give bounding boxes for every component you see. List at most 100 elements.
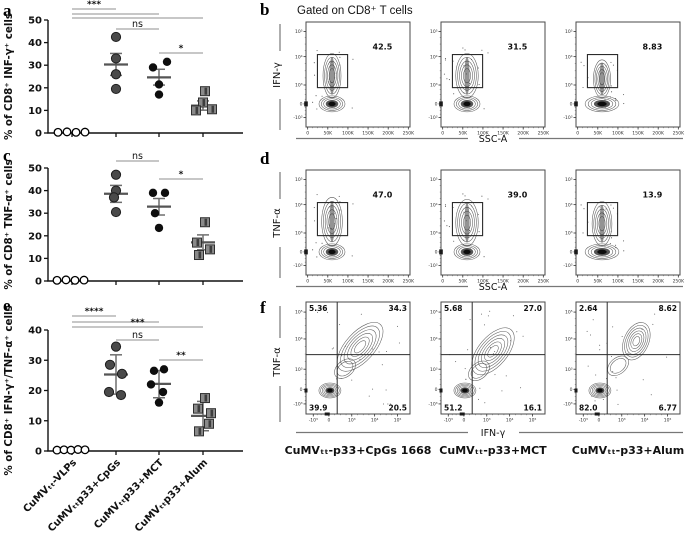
flow-x-tick-label: 10⁴: [506, 418, 514, 424]
y-tick-label: 30: [28, 61, 42, 72]
flow-x-tick-label: 100K: [342, 131, 355, 137]
y-tick-label: 0: [35, 447, 42, 458]
x-category-label: CuMVₜₜp33+Alum: [133, 457, 210, 534]
flow-y-tick-label: 10⁵: [295, 177, 303, 183]
flow-y-axis-label: IFN-γ: [272, 62, 283, 88]
flow-y-tick-label: 10³: [565, 83, 573, 89]
data-point: [79, 275, 89, 285]
flow-y-tick-label: 10³: [565, 231, 573, 237]
y-tick-label: 40: [28, 186, 42, 197]
flow-x-tick-label: 150K: [632, 279, 645, 285]
flow-y-tick-label: 10⁴: [565, 54, 573, 60]
flow-caption: CuMVₜₜ-p33+MCT: [439, 444, 547, 457]
flow-y-tick-label: 10³: [295, 83, 303, 89]
data-point: [154, 398, 164, 407]
flow-x-tick-label: 10³: [618, 418, 626, 424]
flow-x-tick-label: 100K: [477, 279, 490, 285]
flow-plot-frame: [575, 301, 681, 415]
gate-value: 8.83: [643, 42, 663, 51]
y-tick-label: 20: [28, 231, 42, 242]
flow-y-tick-label: 0: [435, 102, 438, 108]
data-point: [154, 90, 164, 99]
flow-y-tick-label: 10⁴: [430, 202, 438, 208]
contour-population: [318, 197, 346, 261]
y-tick-label: 10: [28, 106, 42, 117]
flow-y-tick-label: -10³: [293, 263, 302, 269]
quadrant-value-br: 16.1: [523, 404, 542, 413]
flow-y-tick-label: 0: [300, 102, 303, 108]
gate-value: 42.5: [373, 42, 393, 51]
flow-x-tick-label: 250K: [673, 279, 685, 285]
flow-x-tick-label: 150K: [362, 279, 375, 285]
x-category-label: CuMVₜₜp33+CpGs: [46, 457, 123, 534]
flow-x-tick-label: 150K: [632, 131, 645, 137]
significance-label: ****: [85, 307, 104, 317]
flow-y-tick-label: 0: [570, 387, 573, 393]
data-point: [149, 366, 159, 376]
flow-y-tick-label: 0: [570, 102, 573, 108]
quadrant-value-bl: 82.0: [579, 404, 598, 413]
data-point: [108, 192, 120, 203]
flow-y-tick-label: -10³: [563, 263, 572, 269]
significance-label: *: [179, 170, 184, 180]
flow-y-tick-label: 10⁵: [565, 177, 573, 183]
flow-y-tick-label: -10³: [293, 115, 302, 121]
y-axis-label: % of CD8⁺ IFN-γ⁺/TNF-α⁺ cells: [3, 305, 15, 475]
gate-rect: [586, 201, 619, 237]
significance-label: ns: [132, 151, 143, 162]
gate-value: 39.0: [508, 190, 528, 199]
flow-x-tick-label: 50K: [458, 131, 468, 137]
panel-letter-b: b: [260, 0, 270, 19]
flow-y-tick-label: 10⁵: [430, 177, 438, 183]
contour-population: [588, 322, 651, 399]
flow-x-tick-label: 10⁴: [641, 418, 649, 424]
y-tick-label: 40: [28, 326, 42, 337]
data-point: [148, 188, 158, 198]
flow-y-tick-label: -10³: [563, 115, 572, 121]
data-point: [154, 80, 164, 89]
quadrant-value-tr: 34.3: [388, 304, 407, 313]
data-point: [160, 188, 170, 198]
flow-y-tick-label: 10⁴: [295, 337, 303, 343]
panel-letter-a: a: [3, 1, 12, 20]
flow-y-tick-label: -10³: [428, 263, 437, 269]
y-tick-label: 0: [35, 129, 42, 140]
flow-y-tick-label: 10⁴: [430, 54, 438, 60]
quadrant-value-bl: 39.9: [309, 404, 328, 413]
flow-x-axis-label: IFN-γ: [481, 428, 506, 439]
panel-d-flow-contour-plots: 10⁵ 10⁴ 10³ 0 -10³ 0 50K 100K 150K 200K 250K 47.0 10…: [272, 169, 685, 293]
data-point: [116, 368, 128, 379]
y-axis-label: % of CD8⁺ INF-γ⁺ cells: [3, 13, 15, 140]
flow-x-tick-label: -10³: [579, 418, 588, 424]
contour-population: [318, 322, 384, 399]
flow-x-tick-label: 150K: [497, 279, 510, 285]
flow-x-tick-label: 250K: [403, 131, 416, 137]
flow-y-tick-label: -10³: [293, 402, 302, 408]
flow-y-tick-label: 0: [435, 387, 438, 393]
flow-y-tick-label: 10⁵: [430, 310, 438, 316]
data-point: [159, 365, 169, 374]
flow-y-tick-label: 0: [300, 387, 303, 393]
quadrant-value-tl: 5.36: [309, 304, 328, 313]
flow-x-tick-label: 50K: [458, 279, 468, 285]
flow-x-axis-label: SSC-A: [479, 282, 508, 293]
flow-y-axis-label: TNF-α: [272, 208, 283, 239]
data-point: [154, 223, 164, 233]
flow-caption: CuMVₜₜ-p33+CpGs 1668: [285, 444, 432, 457]
data-point: [110, 31, 122, 43]
y-tick-label: 50: [28, 164, 42, 175]
flow-y-tick-label: 10³: [295, 231, 303, 237]
y-tick-label: 30: [28, 356, 42, 367]
flow-plot-frame: [440, 21, 546, 128]
flow-x-tick-label: 100K: [477, 131, 490, 137]
gate-rect: [316, 53, 349, 89]
flow-x-tick-label: 250K: [538, 131, 551, 137]
flow-x-axis-label: SSC-A: [479, 134, 508, 145]
flow-x-tick-label: 0: [441, 131, 444, 137]
significance-label: ***: [87, 0, 101, 10]
flow-x-tick-label: 10⁵: [394, 418, 402, 424]
flow-plot-frame: [440, 301, 546, 415]
flow-x-tick-label: 150K: [362, 131, 375, 137]
quadrant-value-tr: 27.0: [523, 304, 542, 313]
flow-y-tick-label: 10⁵: [295, 29, 303, 35]
